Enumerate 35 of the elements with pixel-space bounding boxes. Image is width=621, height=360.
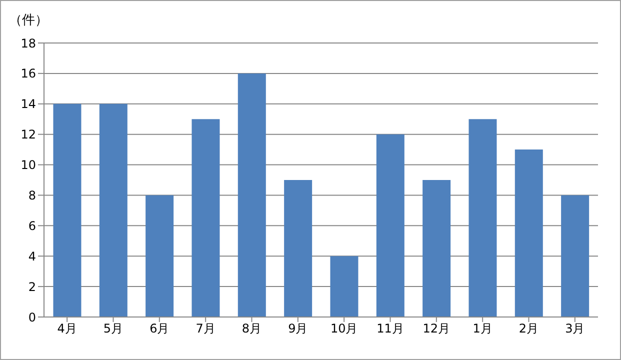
bar <box>238 73 266 317</box>
y-tick-label: 2 <box>28 280 36 294</box>
x-tick-label: 11月 <box>376 322 404 336</box>
bar <box>561 195 590 317</box>
y-tick-label: 4 <box>28 249 36 264</box>
x-tick-label: 5月 <box>103 322 124 336</box>
bar <box>376 134 404 317</box>
x-tick-label: 10月 <box>330 322 358 336</box>
bar <box>330 256 358 317</box>
x-tick-label: 6月 <box>150 322 170 336</box>
y-tick-label: 0 <box>28 310 36 324</box>
y-tick-label: 18 <box>20 36 36 50</box>
x-tick-label: 1月 <box>472 322 492 336</box>
bar <box>99 104 128 317</box>
bar <box>146 195 174 317</box>
bar <box>468 119 497 317</box>
x-tick-label: 4月 <box>57 322 77 336</box>
y-tick-label: 6 <box>28 218 36 233</box>
y-tick-label: 14 <box>20 97 36 112</box>
bar <box>53 104 82 317</box>
y-tick-label: 12 <box>20 128 36 142</box>
x-tick-label: 7月 <box>196 322 216 336</box>
y-tick-label: 8 <box>28 188 36 202</box>
bar <box>422 180 451 317</box>
x-tick-label: 9月 <box>288 322 308 336</box>
x-tick-label: 8月 <box>242 322 262 336</box>
y-axis-title: （件） <box>9 12 48 29</box>
bar <box>284 180 312 317</box>
bar <box>192 119 220 317</box>
bar <box>514 150 543 317</box>
x-tick-label: 2月 <box>518 322 539 336</box>
y-tick-label: 10 <box>20 158 36 172</box>
y-tick-label: 16 <box>20 66 36 81</box>
x-tick-label: 12月 <box>422 322 450 336</box>
x-tick-label: 3月 <box>565 322 585 336</box>
